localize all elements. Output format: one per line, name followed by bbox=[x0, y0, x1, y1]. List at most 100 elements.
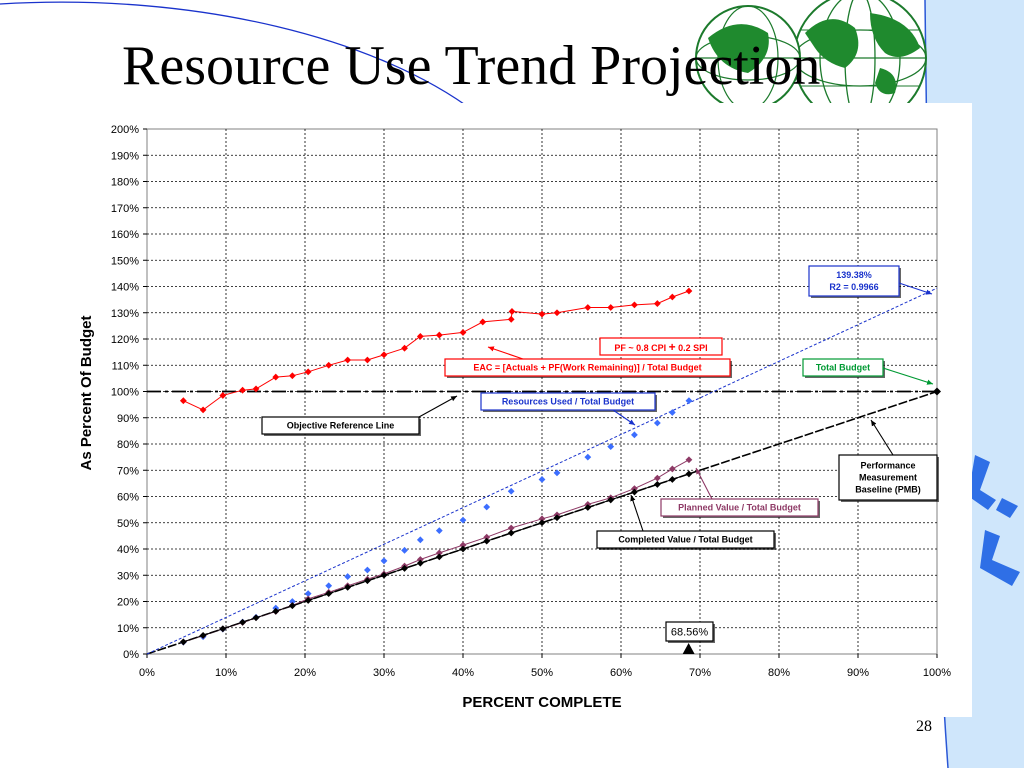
planned-annotation-text: Planned Value / Total Budget bbox=[678, 503, 801, 513]
eac-annotation-arrow bbox=[487, 346, 524, 360]
total-budget-annotation-text: Total Budget bbox=[816, 363, 870, 373]
y-tick-label: 190% bbox=[111, 150, 139, 162]
y-tick-label: 40% bbox=[117, 544, 139, 556]
pf-annotation-part: 0.2 SPI bbox=[676, 343, 708, 353]
y-tick-label: 0% bbox=[123, 649, 139, 661]
planned-annotation-box bbox=[660, 498, 819, 517]
data-point-eac bbox=[179, 397, 187, 405]
series-line-resources bbox=[183, 401, 689, 643]
y-tick-label: 150% bbox=[111, 255, 139, 267]
data-point-planned bbox=[668, 465, 676, 473]
data-point-eac bbox=[653, 300, 661, 307]
pmb-annotation-text: Baseline (PMB) bbox=[855, 485, 921, 495]
y-tick-label: 160% bbox=[111, 229, 139, 241]
trend-annotation-box bbox=[808, 265, 900, 297]
data-point-eac bbox=[416, 332, 424, 340]
data-point-completed bbox=[344, 583, 352, 591]
data-point-resources bbox=[483, 503, 491, 511]
data-point-completed bbox=[668, 476, 676, 483]
percent-complete-annotation: 68.56% bbox=[665, 621, 715, 643]
data-point-resources bbox=[538, 476, 546, 483]
x-tick-label: 80% bbox=[768, 667, 790, 679]
y-tick-label: 70% bbox=[117, 465, 139, 477]
completed-annotation-box bbox=[596, 530, 775, 549]
data-point-completed bbox=[507, 529, 515, 537]
data-point-resources bbox=[344, 573, 352, 580]
slide-number: 28 bbox=[916, 718, 932, 735]
data-point-completed bbox=[607, 496, 615, 504]
resources-annotation-box bbox=[480, 392, 656, 411]
y-axis-label: As Percent Of Budget bbox=[78, 315, 95, 470]
x-tick-label: 10% bbox=[215, 667, 237, 679]
data-point-completed bbox=[631, 488, 638, 496]
x-tick-label: 30% bbox=[373, 667, 395, 679]
x-tick-label: 60% bbox=[610, 667, 632, 679]
y-tick-label: 110% bbox=[112, 360, 140, 372]
data-point-completed bbox=[179, 638, 187, 646]
y-tick-label: 50% bbox=[117, 518, 139, 530]
y-tick-label: 90% bbox=[117, 413, 139, 425]
data-point-eac bbox=[668, 293, 676, 301]
slide-curve-line bbox=[0, 1, 476, 113]
pmb-annotation-arrow bbox=[870, 419, 894, 456]
pmb-annotation-text: Measurement bbox=[859, 473, 917, 483]
completed-annotation-text: Completed Value / Total Budget bbox=[618, 535, 752, 545]
data-point-planned bbox=[483, 533, 491, 541]
pf-annotation-part: + bbox=[669, 340, 676, 354]
data-point-completed bbox=[653, 481, 661, 488]
data-point-completed bbox=[380, 571, 388, 579]
data-point-eac bbox=[272, 373, 280, 381]
data-point-resources bbox=[553, 469, 561, 477]
completed-annotation-arrow bbox=[630, 494, 644, 532]
data-point-eac bbox=[219, 392, 227, 399]
x-tick-label: 100% bbox=[923, 667, 951, 679]
data-point-eac bbox=[553, 309, 561, 317]
total-budget-point bbox=[933, 387, 941, 396]
x-tick-label: 70% bbox=[689, 667, 711, 679]
data-point-resources bbox=[631, 431, 638, 439]
data-point-completed bbox=[239, 618, 246, 626]
reference-lines bbox=[146, 287, 941, 655]
y-tick-label: 30% bbox=[117, 570, 139, 582]
y-tick-label: 140% bbox=[111, 282, 139, 294]
data-point-eac bbox=[380, 351, 388, 359]
series-line-planned bbox=[183, 459, 690, 643]
data-point-completed bbox=[272, 607, 280, 615]
x-tick-label: 40% bbox=[452, 667, 474, 679]
data-point-completed bbox=[288, 602, 296, 610]
y-tick-label: 130% bbox=[111, 308, 139, 320]
data-point-eac bbox=[584, 304, 592, 311]
data-point-completed bbox=[538, 519, 546, 527]
data-point-eac bbox=[685, 287, 693, 295]
data-point-eac bbox=[344, 356, 352, 364]
objective-annotation-box bbox=[261, 416, 420, 435]
data-point-eac bbox=[538, 310, 546, 318]
resources-annotation-text: Resources Used / Total Budget bbox=[502, 397, 634, 407]
pf-annotation-box bbox=[599, 337, 723, 356]
data-point-completed bbox=[364, 577, 371, 585]
data-point-resources bbox=[584, 453, 592, 461]
data-point-resources bbox=[653, 419, 661, 427]
eac-annotation-box bbox=[444, 358, 731, 377]
data-point-planned bbox=[459, 541, 467, 549]
data-point-eac bbox=[631, 301, 638, 309]
data-point-resources bbox=[401, 546, 408, 554]
x-tick-label: 50% bbox=[531, 667, 553, 679]
resources-annotation: Resources Used / Total Budget bbox=[480, 392, 657, 412]
data-point-resources bbox=[416, 536, 424, 544]
data-point-resources bbox=[668, 409, 676, 416]
y-tick-label: 120% bbox=[111, 334, 139, 346]
data-point-completed bbox=[483, 537, 491, 545]
data-point-eac bbox=[435, 331, 443, 339]
data-point-resources bbox=[364, 566, 371, 574]
data-point-completed bbox=[685, 470, 693, 478]
data-point-eac bbox=[607, 304, 615, 311]
y-tick-label: 200% bbox=[111, 124, 139, 136]
series-line-completed bbox=[183, 473, 690, 643]
data-point-planned bbox=[435, 549, 443, 557]
planned-annotation: Planned Value / Total Budget bbox=[660, 498, 820, 518]
y-tick-label: 100% bbox=[111, 387, 139, 399]
eac-annotation: EAC = [Actuals + PF(Work Remaining)] / T… bbox=[444, 358, 732, 378]
chart-panel: 0% 10% 20% 30% 40% 50% 60% 70% 80% 90% 100% 0% 10% 20… bbox=[75, 103, 972, 717]
pmb-annotation-text: Performance bbox=[860, 461, 915, 471]
